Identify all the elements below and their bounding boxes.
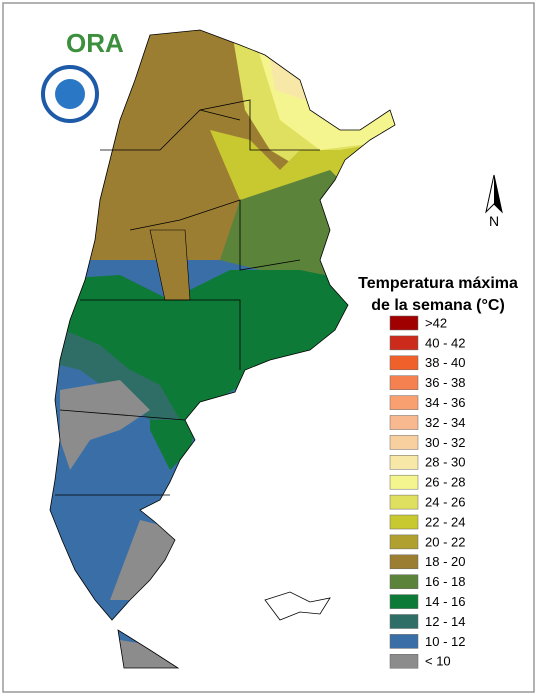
legend-label: 18 - 20	[425, 554, 465, 569]
legend-swatch	[389, 415, 419, 430]
legend-swatch	[389, 494, 419, 510]
legend-label: 12 - 14	[425, 614, 465, 629]
legend: Temperatura máxima de la semana (°C)>42 40…	[358, 275, 518, 669]
legend-swatch	[389, 614, 419, 629]
agency-logo-inner	[55, 79, 85, 109]
legend-label: 22 - 24	[425, 514, 465, 529]
logos: ORA	[41, 28, 124, 123]
legend-label: 30 - 32	[425, 435, 465, 450]
legend-swatch	[389, 574, 419, 589]
legend-swatch	[389, 474, 419, 490]
legend-label: < 10	[425, 654, 451, 669]
borders	[49, 29, 396, 669]
legend-label: 34 - 36	[425, 395, 465, 410]
legend-label: 26 - 28	[425, 475, 465, 490]
legend-label: 32 - 34	[425, 415, 465, 430]
legend-swatch	[389, 455, 419, 470]
legend-swatch	[389, 375, 419, 390]
logo-text: ORA	[66, 28, 124, 58]
legend-swatch	[389, 514, 419, 530]
north-arrow: N	[485, 174, 503, 229]
north-label: N	[489, 213, 499, 229]
legend-label: 10 - 12	[425, 634, 465, 649]
legend-label: 14 - 16	[425, 594, 465, 609]
legend-label: 24 - 26	[425, 495, 465, 510]
legend-swatch	[389, 335, 419, 351]
legend-label: 28 - 30	[425, 455, 465, 470]
legend-swatch	[389, 554, 419, 570]
legend-swatch	[389, 594, 419, 609]
legend-swatch	[389, 355, 419, 371]
legend-swatch	[389, 315, 419, 331]
legend-label: 38 - 40	[425, 355, 465, 370]
legend-swatch	[389, 534, 419, 550]
legend-swatch	[389, 395, 419, 410]
legend-swatch	[389, 435, 419, 450]
legend-label: >42	[425, 315, 447, 330]
legend-title: Temperatura máxima	[358, 275, 518, 292]
legend-label: 40 - 42	[425, 335, 465, 350]
legend-label: 16 - 18	[425, 574, 465, 589]
legend-swatch	[389, 634, 419, 649]
legend-swatch	[389, 654, 419, 669]
legend-label: 20 - 22	[425, 534, 465, 549]
legend-label: 36 - 38	[425, 375, 465, 390]
legend-title: de la semana (°C)	[371, 297, 505, 314]
